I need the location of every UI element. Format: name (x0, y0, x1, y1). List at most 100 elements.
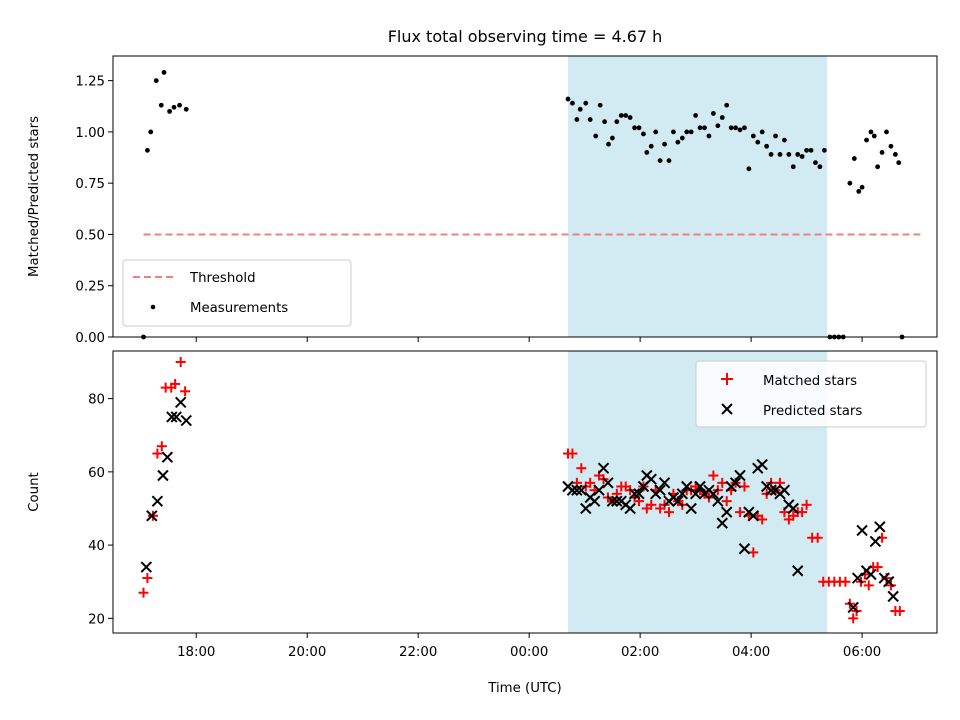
data-point (734, 469, 746, 482)
top-panel-legend: Threshold Measurements (122, 259, 352, 327)
bottom-panel-frame (112, 350, 938, 634)
data-point (797, 507, 808, 518)
data-point (813, 160, 818, 166)
data-point (693, 113, 699, 118)
data-point (710, 111, 716, 116)
data-point (628, 488, 641, 500)
top-panel-y-ticks: 0.00 0.25 0.50 0.75 1.00 1.25 (75, 75, 113, 346)
data-point (672, 495, 684, 507)
data-point (821, 147, 827, 153)
data-point (606, 141, 611, 147)
data-point (747, 510, 760, 522)
data-point (851, 572, 864, 584)
legend-measurements-label: Measurements (190, 301, 288, 316)
data-point (795, 152, 801, 157)
data-point (892, 152, 898, 157)
data-point (786, 152, 792, 157)
data-point (896, 160, 902, 166)
y-tick-label: 0.50 (75, 228, 105, 243)
data-point (894, 606, 905, 617)
data-point (153, 78, 159, 84)
data-point (778, 484, 791, 496)
data-point (792, 565, 804, 577)
data-point (737, 127, 743, 133)
data-point (728, 125, 734, 131)
data-point (666, 158, 672, 164)
y-tick-label: 60 (88, 466, 105, 481)
data-point (874, 521, 886, 533)
legend-measurements-swatch (150, 304, 156, 310)
data-point (148, 129, 154, 135)
y-tick-label: 1.25 (75, 75, 105, 90)
data-point (646, 499, 657, 510)
data-point (645, 473, 657, 485)
legend-threshold-label: Threshold (189, 271, 256, 286)
data-point (883, 576, 895, 588)
data-point (679, 135, 685, 141)
data-point (653, 129, 659, 135)
data-point (764, 143, 770, 149)
data-point (884, 129, 889, 135)
data-point (627, 115, 633, 120)
data-point (606, 495, 619, 507)
data-point (152, 448, 163, 459)
legend-matched-label: Matched stars (763, 374, 857, 389)
data-point (641, 131, 646, 137)
data-point (799, 154, 805, 159)
data-point (755, 139, 761, 145)
data-point (593, 133, 599, 139)
data-point (756, 458, 768, 471)
data-point (624, 502, 636, 515)
data-point (720, 506, 733, 518)
data-point (808, 147, 814, 153)
data-point (746, 166, 752, 172)
data-point (871, 133, 877, 139)
data-point (721, 496, 732, 507)
data-point (588, 495, 601, 507)
data-point (146, 510, 158, 522)
bottom-panel-y-ticks: 20 40 60 80 (88, 393, 113, 627)
y-tick-label: 1.00 (75, 126, 105, 141)
data-point (611, 495, 623, 507)
data-point (864, 137, 869, 143)
data-point (157, 469, 169, 482)
data-point (879, 150, 885, 155)
data-point (875, 164, 881, 170)
data-point (759, 129, 765, 135)
data-point (739, 481, 750, 492)
bottom-panel-legend: Matched stars Predicted stars (695, 360, 927, 428)
data-point (636, 125, 642, 131)
data-point (697, 125, 703, 131)
data-point (161, 70, 167, 75)
data-point (177, 102, 182, 108)
data-point (585, 477, 596, 488)
data-point (174, 396, 187, 408)
data-point (847, 180, 853, 186)
data-point (717, 477, 728, 488)
data-point (142, 573, 153, 584)
data-point (817, 164, 823, 170)
top-panel-shaded-interval (568, 56, 828, 337)
data-point (593, 484, 605, 496)
data-point (632, 125, 637, 131)
data-point (166, 411, 178, 423)
data-point (574, 117, 580, 122)
data-point (868, 129, 874, 135)
data-point (658, 477, 671, 489)
data-point (851, 156, 857, 161)
x-tick-label: 18:00 (177, 645, 215, 660)
top-panel-legend-box (122, 259, 352, 327)
top-panel-y-axis-label: Matched/Predicted stars (27, 116, 42, 277)
data-point (158, 102, 164, 108)
data-point (644, 150, 650, 155)
top-panel: 0.00 0.25 0.50 0.75 1.00 1.25 Matched/Predict… (27, 55, 938, 346)
y-tick-label: 0.00 (75, 331, 105, 346)
data-point (719, 115, 725, 120)
bottom-panel-x-ticks: 18:00 20:00 22:00 00:00 02:00 04:00 06:00 (177, 633, 881, 660)
data-point (888, 143, 894, 149)
data-point (138, 587, 149, 598)
data-point (689, 488, 702, 500)
data-point (183, 106, 189, 112)
data-point (170, 378, 181, 389)
